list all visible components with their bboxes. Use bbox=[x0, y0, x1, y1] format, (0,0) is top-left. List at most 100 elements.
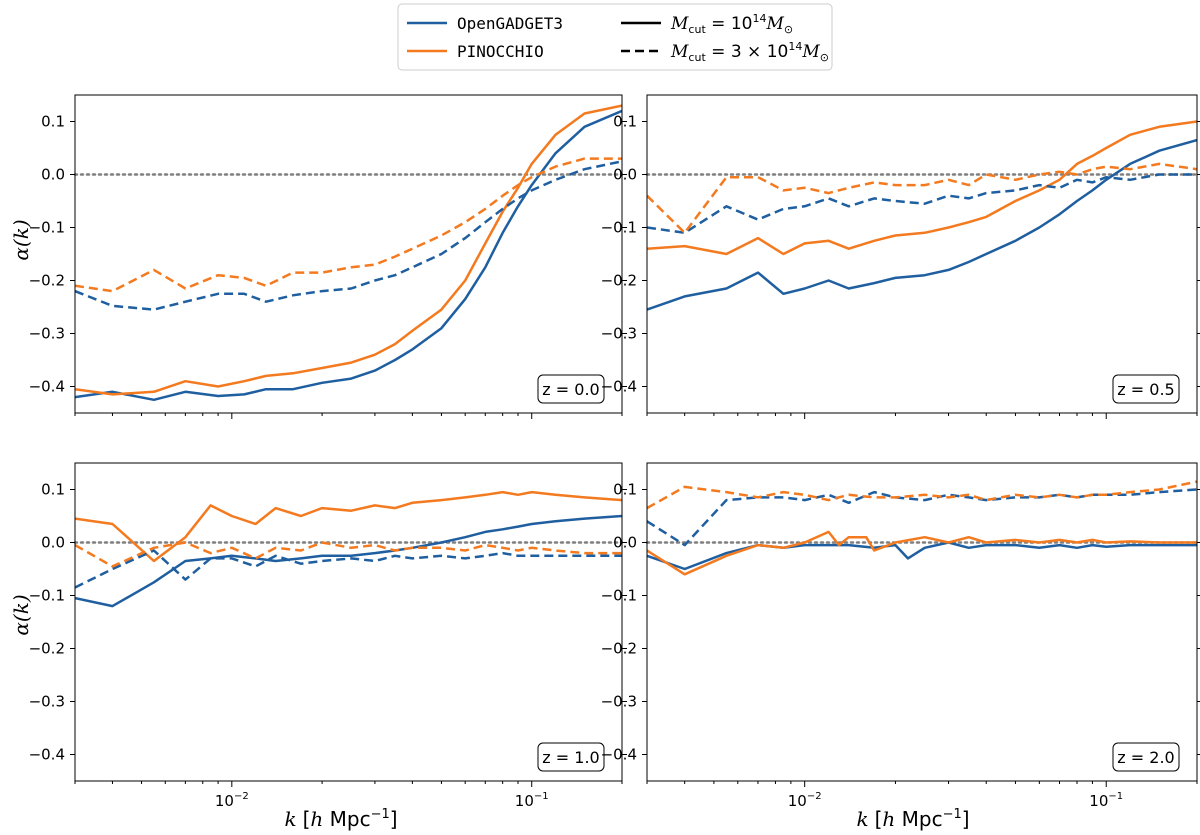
xlabel-k: k bbox=[284, 807, 296, 831]
panel-2: 0.10.0−0.1−0.2−0.3−0.410−2 10−1z = 1.0 bbox=[29, 462, 627, 810]
legend-label-mcut-3e14: Mcut = 3 × 1014M⊙ bbox=[670, 40, 829, 64]
y-axis-label-bottom: α(k) bbox=[9, 594, 33, 635]
y-tick-label: 0.1 bbox=[613, 113, 637, 131]
legend-math-var: M bbox=[670, 42, 689, 62]
legend-label-opengadget3: OpenGADGET3 bbox=[457, 14, 563, 33]
y-tick-label: 0.1 bbox=[613, 481, 637, 499]
legend-math-var: M bbox=[670, 14, 689, 34]
x-tick-label: 10−2 bbox=[788, 791, 822, 810]
series-pinocchio-dashed bbox=[75, 541, 622, 568]
series-pinocchio-solid bbox=[75, 104, 622, 396]
x-tick-base: 10 bbox=[1089, 792, 1108, 810]
series-opengadget3-dashed bbox=[75, 549, 622, 589]
legend-math-exp: 14 bbox=[752, 12, 766, 25]
y-tick-label: −0.1 bbox=[601, 219, 637, 237]
legend-label-mcut-1e14: Mcut = 1014M⊙ bbox=[670, 12, 793, 36]
legend-math-sub: cut bbox=[688, 23, 706, 36]
x-tick-base: 10 bbox=[215, 792, 234, 810]
legend-math-exp: 14 bbox=[788, 40, 802, 53]
x-tick-label: 10−1 bbox=[515, 791, 549, 810]
legend: OpenGADGET3 PINOCCHIO Mcut = 1014M⊙ Mcut… bbox=[397, 3, 833, 71]
y-tick-label: −0.4 bbox=[29, 378, 65, 396]
series-opengadget3-solid bbox=[647, 138, 1197, 311]
y-tick-label: −0.3 bbox=[601, 693, 637, 711]
xlabel-unit: Mpc bbox=[323, 807, 370, 831]
series-opengadget3-solid bbox=[75, 514, 622, 608]
y-tick-label: 0.0 bbox=[613, 166, 637, 184]
y-tick-label: −0.2 bbox=[29, 640, 65, 658]
legend-math-post: M bbox=[801, 42, 820, 62]
panel-0: 0.1 0.0 −0.1 −0.2 −0.3 −0.4 z = 0.0 bbox=[29, 94, 627, 419]
y-tick-label: 0.1 bbox=[41, 481, 65, 499]
xlabel-close: ] bbox=[962, 807, 970, 831]
legend-frame bbox=[397, 3, 833, 71]
panel-frame bbox=[646, 462, 1198, 782]
series-group bbox=[75, 104, 622, 402]
redshift-label: z = 0.5 bbox=[1117, 380, 1174, 399]
legend-math-eq: = bbox=[706, 14, 731, 34]
y-tick-label: −0.2 bbox=[29, 272, 65, 290]
redshift-label: z = 0.0 bbox=[542, 380, 599, 399]
x-tick-exp: −1 bbox=[1108, 791, 1123, 802]
series-pinocchio-dashed bbox=[647, 480, 1197, 510]
xlabel-close: ] bbox=[390, 807, 398, 831]
series-opengadget3-dashed bbox=[75, 160, 622, 311]
y-axis-label-top: α(k) bbox=[9, 219, 33, 260]
x-tick-exp: −2 bbox=[234, 791, 249, 802]
xlabel-h: h bbox=[882, 807, 895, 831]
legend-math-sub: cut bbox=[688, 51, 706, 64]
y-tick-label: −0.4 bbox=[601, 378, 637, 396]
y-tick-label: −0.4 bbox=[29, 746, 65, 764]
series-opengadget3-dashed bbox=[647, 173, 1197, 235]
series-group bbox=[647, 480, 1197, 576]
y-tick-label: −0.3 bbox=[29, 693, 65, 711]
series-pinocchio-solid bbox=[647, 530, 1197, 576]
y-tick-label: 0.1 bbox=[41, 113, 65, 131]
panel-frame bbox=[646, 94, 1198, 414]
legend-label-pinocchio: PINOCCHIO bbox=[457, 42, 544, 61]
legend-math-post: M bbox=[765, 14, 784, 34]
x-tick-exp: −1 bbox=[534, 791, 549, 802]
series-pinocchio-dashed bbox=[647, 162, 1197, 235]
y-tick-label: −0.3 bbox=[601, 325, 637, 343]
legend-math-post-sub: ⊙ bbox=[784, 23, 793, 36]
y-tick-label: 0.0 bbox=[41, 534, 65, 552]
y-tick-label: 0.0 bbox=[41, 166, 65, 184]
redshift-label-box bbox=[537, 742, 605, 772]
series-opengadget3-dashed bbox=[647, 488, 1197, 547]
redshift-label: z = 2.0 bbox=[1117, 748, 1174, 767]
redshift-label-box bbox=[537, 374, 605, 404]
xlabel-k: k bbox=[856, 807, 868, 831]
series-pinocchio-solid bbox=[75, 490, 622, 563]
panel-frame bbox=[74, 462, 623, 782]
legend-math-eq: = bbox=[706, 42, 731, 62]
xlabel-exp: −1 bbox=[371, 807, 390, 822]
xlabel-h: h bbox=[310, 807, 323, 831]
series-group bbox=[647, 120, 1197, 311]
y-tick-label: 0.0 bbox=[613, 534, 637, 552]
y-tick-label: −0.2 bbox=[601, 640, 637, 658]
panel-3: 0.10.0−0.1−0.2−0.3−0.410−2 10−1z = 2.0 bbox=[601, 462, 1200, 810]
series-pinocchio-solid bbox=[647, 120, 1197, 256]
x-axis-label-right: k [h Mpc−1] bbox=[856, 807, 969, 831]
redshift-label: z = 1.0 bbox=[542, 748, 599, 767]
panel-1: 0.1 0.0 −0.1 −0.2 −0.3 −0.4 z = 0.5 bbox=[601, 94, 1200, 419]
y-tick-label: −0.3 bbox=[29, 325, 65, 343]
legend-math-base: 10 bbox=[767, 42, 789, 62]
xlabel-open: [ bbox=[875, 807, 883, 831]
legend-math-pre: 3 × bbox=[731, 42, 767, 62]
x-tick-exp: −2 bbox=[807, 791, 822, 802]
y-tick-label: −0.1 bbox=[29, 587, 65, 605]
legend-math-base: 10 bbox=[731, 14, 753, 34]
redshift-label-box bbox=[1112, 374, 1180, 404]
x-tick-label: 10−1 bbox=[1089, 791, 1123, 810]
y-tick-label: −0.1 bbox=[601, 587, 637, 605]
x-tick-label: 10−2 bbox=[215, 791, 249, 810]
xlabel-unit: Mpc bbox=[895, 807, 942, 831]
x-tick-base: 10 bbox=[515, 792, 534, 810]
series-pinocchio-dashed bbox=[75, 157, 622, 293]
series-group bbox=[75, 490, 622, 608]
panels: 0.10.0−0.1−0.2−0.3−0.4 z = 0.00.10.0−0.1−… bbox=[29, 94, 1200, 810]
redshift-label-box bbox=[1112, 742, 1180, 772]
